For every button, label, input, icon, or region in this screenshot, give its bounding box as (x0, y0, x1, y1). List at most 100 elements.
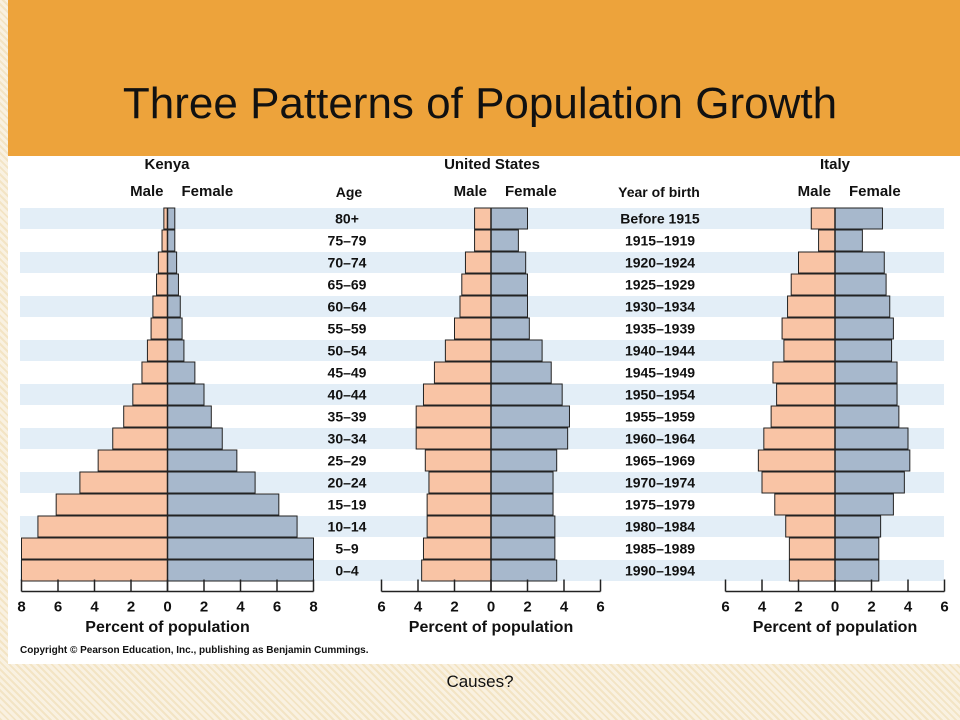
italy-female-bar (834, 361, 898, 384)
united-states-female-bar (490, 471, 554, 494)
united-states-female-bar (490, 559, 558, 582)
kenya-tick-label: 6 (273, 599, 281, 616)
united-states-male-bar (474, 229, 492, 252)
age-label: 60–64 (328, 299, 367, 315)
birth-year-label: 1990–1994 (625, 563, 695, 579)
united-states-male-bar (464, 251, 492, 274)
united-states-male-bar (433, 361, 492, 384)
kenya-male-bar (132, 383, 168, 406)
italy-female-bar (834, 427, 909, 450)
italy-male-bar (810, 207, 836, 230)
united-states-tick-label: 6 (377, 599, 385, 616)
italy-female-bar (834, 537, 880, 560)
kenya-female-bar (167, 471, 256, 494)
italy-tick-label: 4 (904, 599, 913, 616)
italy-male-bar (787, 295, 836, 318)
kenya-female-bar (167, 361, 196, 384)
united-states-female-bar (490, 515, 556, 538)
united-states-female-bar (490, 427, 569, 450)
kenya-female-bar (167, 229, 176, 252)
united-states-male-bar (422, 537, 492, 560)
united-states-female-bar (490, 493, 554, 516)
kenya-male-bar (123, 405, 168, 428)
italy-male-bar (774, 493, 836, 516)
italy-title: Italy (820, 156, 851, 173)
age-label: 5–9 (335, 541, 359, 557)
italy-tick-label: 2 (867, 599, 875, 616)
kenya-female-bar (167, 207, 176, 230)
kenya-female-bar (167, 559, 314, 582)
title-banner (8, 0, 960, 156)
italy-female-bar (834, 229, 863, 252)
kenya-male-bar (152, 295, 168, 318)
united-states-female-bar (490, 229, 519, 252)
united-states-male-bar (422, 383, 492, 406)
age-label: 25–29 (328, 453, 367, 469)
age-label: 35–39 (328, 409, 367, 425)
italy-male-bar (772, 361, 836, 384)
italy-male-bar (783, 339, 836, 362)
united-states-female-bar (490, 361, 552, 384)
kenya-male-bar (146, 339, 169, 362)
united-states-title: United States (444, 156, 540, 173)
birth-year-label: 1950–1954 (625, 387, 695, 403)
italy-female-bar (834, 471, 905, 494)
age-header: Age (336, 184, 363, 200)
italy-male-bar (818, 229, 836, 252)
italy-female-bar (834, 207, 883, 230)
kenya-male-bar (21, 537, 168, 560)
kenya-male-bar (156, 273, 169, 296)
italy-female-bar (834, 449, 911, 472)
kenya-female-bar (167, 493, 280, 516)
united-states-tick-label: 2 (450, 599, 458, 616)
kenya-female-bar (167, 251, 178, 274)
united-states-male-bar (454, 317, 492, 340)
birth-year-label: 1915–1919 (625, 233, 695, 249)
birth-year-label: 1960–1964 (625, 431, 695, 447)
age-label: 65–69 (328, 277, 367, 293)
italy-female-bar (834, 273, 887, 296)
kenya-tick-label: 2 (200, 599, 208, 616)
kenya-tick-label: 4 (236, 599, 245, 616)
italy-tick-label: 0 (831, 599, 839, 616)
united-states-tick-label: 6 (596, 599, 604, 616)
birth-year-label: 1945–1949 (625, 365, 695, 381)
kenya-male-label: Male (130, 183, 163, 200)
united-states-xlabel: Percent of population (409, 619, 573, 636)
kenya-male-bar (97, 449, 168, 472)
kenya-male-bar (112, 427, 168, 450)
united-states-female-label: Female (505, 183, 557, 200)
united-states-tick-label: 0 (487, 599, 495, 616)
age-label: 55–59 (328, 321, 367, 337)
age-label: 50–54 (328, 343, 367, 359)
united-states-female-bar (490, 339, 543, 362)
united-states-female-bar (490, 405, 570, 428)
birth-year-label: 1980–1984 (625, 519, 695, 535)
kenya-female-bar (167, 295, 181, 318)
italy-male-bar (763, 427, 836, 450)
united-states-male-bar (426, 515, 492, 538)
kenya-tick-label: 8 (309, 599, 317, 616)
age-label: 75–79 (328, 233, 367, 249)
united-states-female-bar (490, 273, 528, 296)
italy-tick-label: 6 (940, 599, 948, 616)
united-states-male-bar (459, 295, 492, 318)
italy-male-bar (788, 537, 836, 560)
italy-xlabel: Percent of population (753, 619, 917, 636)
kenya-tick-label: 6 (54, 599, 62, 616)
kenya-female-bar (167, 383, 205, 406)
kenya-female-bar (167, 273, 179, 296)
kenya-xlabel: Percent of population (85, 619, 249, 636)
age-label: 80+ (335, 211, 359, 227)
united-states-male-bar (461, 273, 492, 296)
italy-male-bar (761, 471, 836, 494)
united-states-male-bar (444, 339, 492, 362)
kenya-male-bar (157, 251, 168, 274)
kenya-female-bar (167, 317, 183, 340)
kenya-male-bar (150, 317, 168, 340)
italy-tick-label: 2 (794, 599, 802, 616)
kenya-title: Kenya (144, 156, 190, 173)
italy-male-bar (770, 405, 836, 428)
united-states-tick-label: 4 (414, 599, 423, 616)
birth-year-label: 1975–1979 (625, 497, 695, 513)
